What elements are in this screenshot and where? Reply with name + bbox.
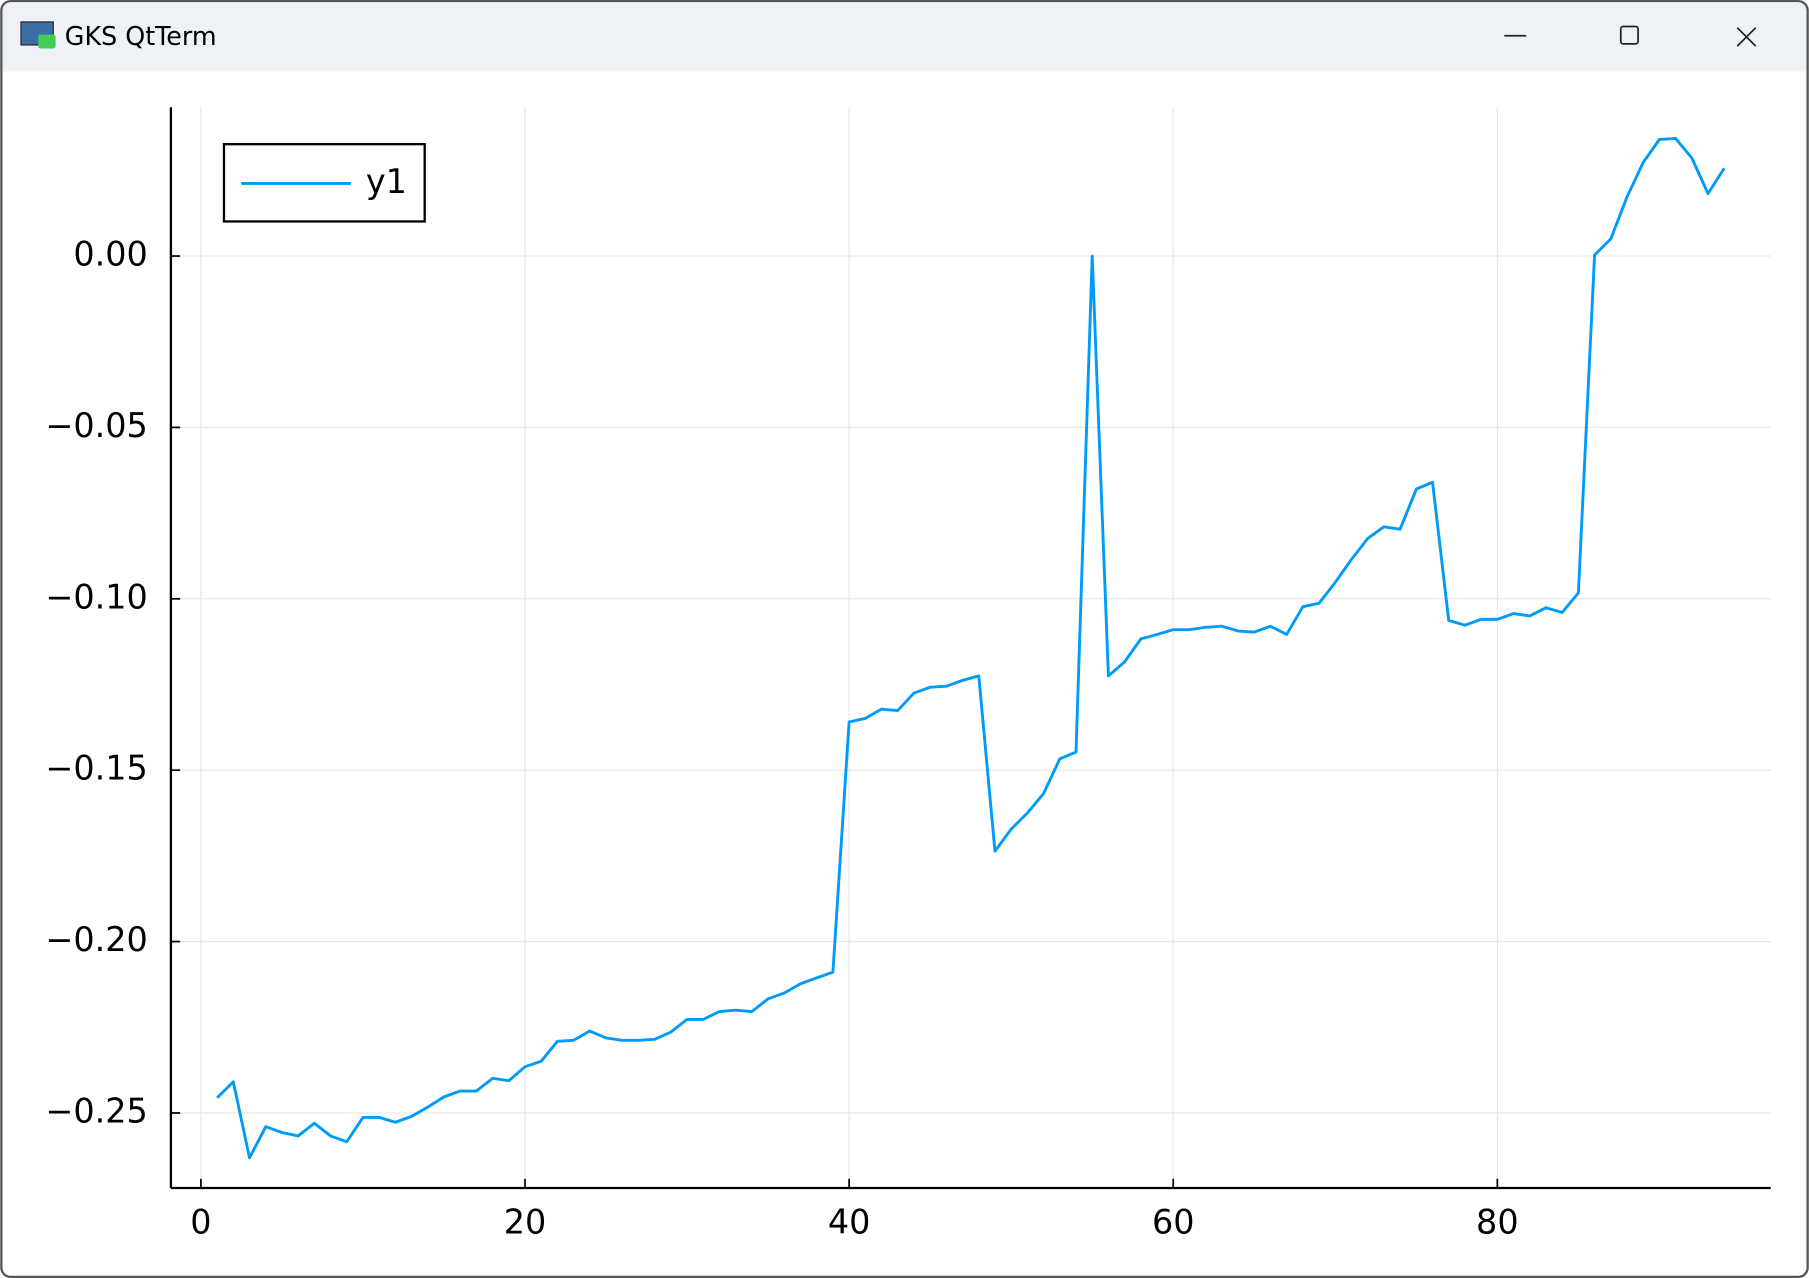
y-tick-label: −0.20 (45, 920, 147, 959)
y-tick-label: −0.10 (45, 577, 147, 616)
plot: 0 20 40 60 80 0.00 −0.05 −0.10 −0.15 −0.20 −0.25 y1 (45, 107, 1771, 1241)
maximize-button[interactable] (1619, 25, 1639, 45)
legend: y1 (222, 143, 426, 223)
legend-label: y1 (366, 162, 407, 201)
x-tick-label: 0 (190, 1202, 211, 1241)
y-tick-label: −0.05 (45, 406, 147, 445)
x-tick-label: 40 (828, 1202, 871, 1241)
y-tick-label: 0.00 (73, 235, 147, 274)
x-tick-label: 20 (504, 1202, 547, 1241)
title-bar (2, 2, 1807, 72)
y-tick-label: −0.25 (45, 1091, 147, 1130)
window-title: GKS QtTerm (65, 21, 217, 51)
line-series (216, 137, 1726, 1160)
app-icon (20, 21, 56, 49)
x-tick-label: 80 (1476, 1202, 1519, 1241)
y-tick-label: −0.15 (45, 749, 147, 788)
x-tick-label: 60 (1152, 1202, 1195, 1241)
close-button[interactable] (1736, 27, 1757, 47)
